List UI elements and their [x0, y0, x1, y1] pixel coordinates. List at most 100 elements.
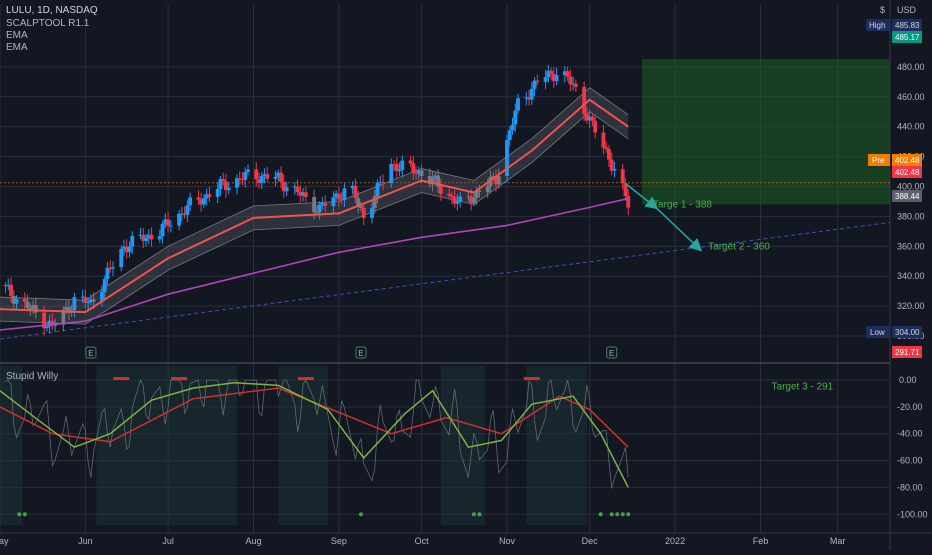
candle[interactable]: [494, 169, 498, 192]
candle[interactable]: [359, 201, 363, 212]
candle[interactable]: [571, 76, 576, 91]
candle[interactable]: [196, 190, 201, 205]
candle[interactable]: [66, 299, 71, 321]
candle[interactable]: [549, 67, 554, 81]
candle[interactable]: [477, 184, 482, 198]
candle[interactable]: [25, 294, 30, 312]
candle[interactable]: [408, 155, 413, 167]
candle[interactable]: [100, 285, 104, 307]
candle[interactable]: [546, 64, 551, 83]
candle[interactable]: [292, 182, 297, 195]
indicator-label-ema-1[interactable]: EMA: [6, 30, 28, 41]
candle[interactable]: [507, 126, 512, 147]
candle[interactable]: [243, 167, 248, 188]
candle[interactable]: [607, 145, 611, 167]
candle[interactable]: [53, 318, 58, 332]
candle[interactable]: [582, 81, 587, 122]
candle[interactable]: [204, 188, 209, 206]
candle[interactable]: [50, 313, 55, 330]
candle[interactable]: [620, 164, 625, 190]
candle[interactable]: [122, 239, 126, 256]
candle[interactable]: [177, 209, 182, 231]
candle[interactable]: [215, 182, 220, 204]
candle[interactable]: [400, 155, 405, 178]
candle[interactable]: [254, 162, 259, 187]
indicator-label-scalptool[interactable]: SCALPTOOL R1.1: [6, 18, 90, 29]
candle[interactable]: [356, 191, 361, 214]
candle[interactable]: [246, 164, 250, 176]
candle[interactable]: [163, 213, 168, 229]
candle[interactable]: [265, 166, 270, 183]
candle[interactable]: [72, 292, 77, 318]
candle[interactable]: [455, 194, 460, 211]
candle[interactable]: [262, 168, 267, 183]
candle[interactable]: [436, 169, 441, 193]
candle[interactable]: [350, 181, 355, 195]
candlestick-series[interactable]: [3, 64, 631, 336]
candle[interactable]: [496, 168, 501, 190]
stupid-willy-panel[interactable]: [0, 366, 631, 525]
candle[interactable]: [342, 183, 347, 207]
candle[interactable]: [375, 179, 380, 204]
candle[interactable]: [601, 125, 606, 155]
symbol-title[interactable]: LULU, 1D, NASDAQ: [6, 5, 98, 16]
candle[interactable]: [452, 190, 457, 208]
earnings-marker[interactable]: E: [355, 346, 367, 359]
candle[interactable]: [80, 289, 85, 303]
candle[interactable]: [160, 220, 165, 244]
candle[interactable]: [284, 181, 289, 196]
candle[interactable]: [301, 187, 306, 202]
candle[interactable]: [505, 134, 509, 183]
candle[interactable]: [3, 282, 8, 294]
candle[interactable]: [111, 261, 115, 277]
candle[interactable]: [543, 69, 548, 90]
candle[interactable]: [298, 184, 303, 203]
candle[interactable]: [281, 174, 286, 198]
candle[interactable]: [105, 261, 110, 286]
candle[interactable]: [458, 191, 463, 208]
candle[interactable]: [22, 292, 27, 310]
candle[interactable]: [179, 206, 184, 222]
candle[interactable]: [623, 178, 628, 201]
candle[interactable]: [430, 171, 435, 192]
candle[interactable]: [14, 295, 19, 309]
candle[interactable]: [573, 79, 578, 93]
candle[interactable]: [168, 219, 173, 233]
candle[interactable]: [102, 275, 107, 299]
candle[interactable]: [394, 157, 399, 178]
sub-panel-title[interactable]: Stupid Willy: [6, 371, 58, 382]
candle[interactable]: [565, 66, 570, 81]
candle[interactable]: [199, 192, 204, 212]
candle[interactable]: [513, 103, 518, 133]
candle[interactable]: [427, 168, 432, 188]
candle[interactable]: [438, 179, 443, 201]
candle[interactable]: [587, 110, 592, 128]
candle[interactable]: [392, 160, 396, 171]
candle[interactable]: [381, 174, 385, 191]
candle[interactable]: [334, 189, 339, 202]
candle[interactable]: [535, 74, 540, 86]
candle[interactable]: [141, 227, 146, 249]
candle[interactable]: [551, 67, 556, 88]
candle[interactable]: [361, 202, 366, 226]
candle[interactable]: [157, 229, 162, 244]
candle[interactable]: [529, 82, 534, 106]
candle[interactable]: [626, 188, 631, 216]
candle[interactable]: [339, 191, 344, 205]
candle[interactable]: [149, 227, 154, 247]
candle[interactable]: [416, 166, 421, 180]
candle[interactable]: [127, 241, 132, 258]
candle[interactable]: [6, 278, 11, 291]
candle[interactable]: [9, 277, 13, 303]
candle[interactable]: [414, 166, 418, 180]
candle[interactable]: [590, 113, 595, 127]
candle[interactable]: [609, 152, 614, 176]
candle[interactable]: [279, 166, 283, 189]
earnings-marker[interactable]: E: [85, 346, 97, 359]
candle[interactable]: [166, 211, 171, 233]
candle[interactable]: [124, 239, 129, 259]
candle[interactable]: [372, 189, 377, 214]
candle[interactable]: [449, 191, 454, 205]
candle[interactable]: [331, 191, 336, 213]
earnings-marker[interactable]: E: [606, 346, 618, 359]
